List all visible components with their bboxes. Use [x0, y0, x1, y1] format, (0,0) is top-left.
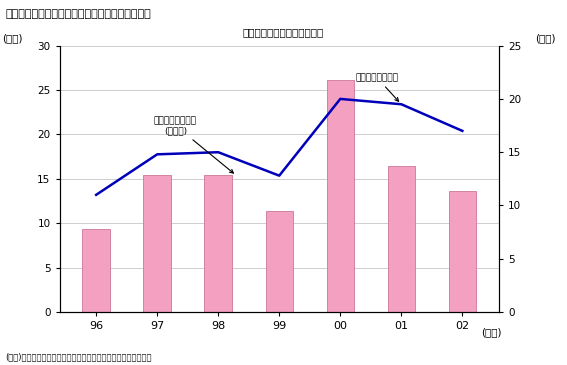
- Text: (兆円): (兆円): [2, 33, 23, 43]
- Bar: [448, 191, 476, 312]
- Bar: [265, 211, 293, 312]
- Text: 第２－４－１図　倒産企業の負債総額と従業員数: 第２－４－１図 倒産企業の負債総額と従業員数: [6, 9, 151, 19]
- Text: 倒産企業負債総額: 倒産企業負債総額: [356, 73, 399, 101]
- Bar: [82, 230, 110, 312]
- Text: (年度): (年度): [481, 327, 502, 337]
- Bar: [143, 175, 171, 312]
- Bar: [327, 80, 354, 312]
- Text: (万人): (万人): [536, 33, 556, 43]
- Text: (備考)　　帝国データバンク「全国企業倒産集計」により作成。: (備考) 帝国データバンク「全国企業倒産集計」により作成。: [6, 352, 152, 361]
- Bar: [205, 175, 232, 312]
- Text: 倒産企業従業員数
(右目盛): 倒産企業従業員数 (右目盛): [154, 116, 234, 173]
- Bar: [388, 166, 415, 312]
- Text: 負債総額、従業員数とも減少: 負債総額、従業員数とも減少: [243, 27, 324, 37]
